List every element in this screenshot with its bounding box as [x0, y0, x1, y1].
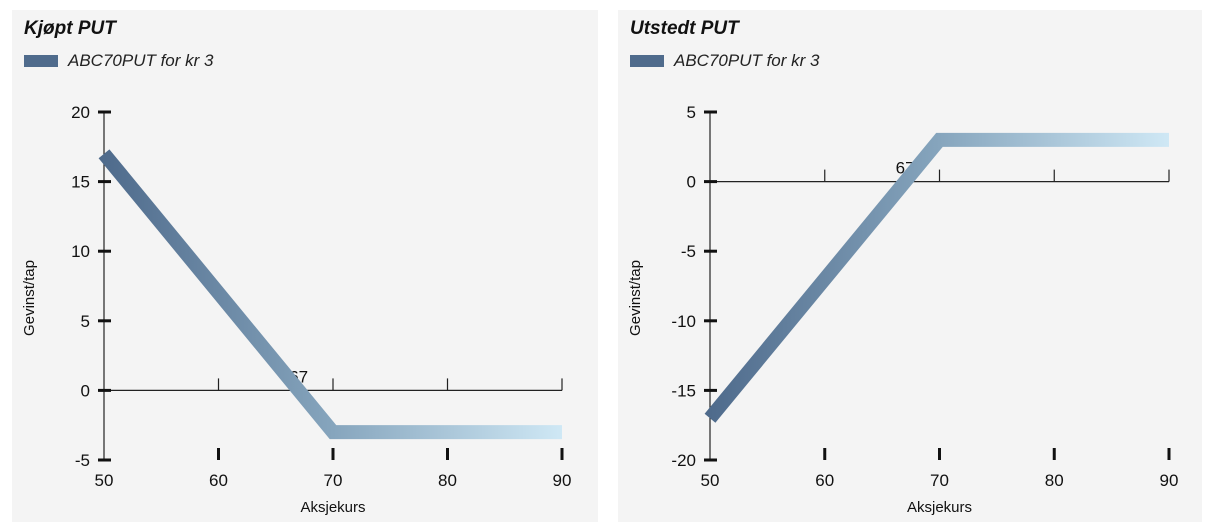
y-tick-label: 10 [71, 242, 90, 261]
y-tick-label: 0 [81, 381, 90, 400]
chart-panel-kjopt-put: Kjøpt PUT ABC70PUT for kr 3 -5 0 5 10 15 20 50… [12, 10, 598, 522]
x-tick-label: 90 [1160, 471, 1179, 490]
payoff-line [98, 149, 562, 440]
y-tick-label: -15 [671, 381, 696, 400]
y-tick-label: 15 [71, 173, 90, 192]
y-tick-label: -10 [671, 312, 696, 331]
chart-title: Kjøpt PUT [24, 18, 116, 39]
y-tick-label: -5 [75, 451, 90, 470]
y-tick-label: 0 [687, 173, 696, 192]
chart-panel-utstedt-put: Utstedt PUT ABC70PUT for kr 3 -20 -15 -10 -… [618, 10, 1202, 522]
x-tick-label: 80 [438, 471, 457, 490]
x-tick-label: 50 [701, 471, 720, 490]
y-tick-label: 5 [81, 312, 90, 331]
payoff-line [704, 132, 1169, 423]
y-axis-title: Gevinst/tap [21, 260, 38, 336]
legend-swatch [24, 55, 58, 67]
y-tick-label: -20 [671, 451, 696, 470]
x-axis-title: Aksjekurs [300, 499, 365, 516]
x-tick-label: 60 [209, 471, 228, 490]
y-tick-label: 5 [687, 103, 696, 122]
x-tick-label: 60 [815, 471, 834, 490]
y-axis-title: Gevinst/tap [627, 260, 644, 336]
x-axis-title: Aksjekurs [907, 499, 972, 516]
chart-title: Utstedt PUT [630, 18, 739, 39]
x-tick-label: 80 [1045, 471, 1064, 490]
x-tick-label: 50 [95, 471, 114, 490]
legend-label: ABC70PUT for kr 3 [674, 51, 820, 70]
x-tick-label: 70 [930, 471, 949, 490]
legend-swatch [630, 55, 664, 67]
legend-label: ABC70PUT for kr 3 [68, 51, 214, 70]
x-tick-label: 70 [324, 471, 343, 490]
y-tick-label: -5 [681, 242, 696, 261]
y-tick-label: 20 [71, 103, 90, 122]
x-tick-label: 90 [553, 471, 572, 490]
